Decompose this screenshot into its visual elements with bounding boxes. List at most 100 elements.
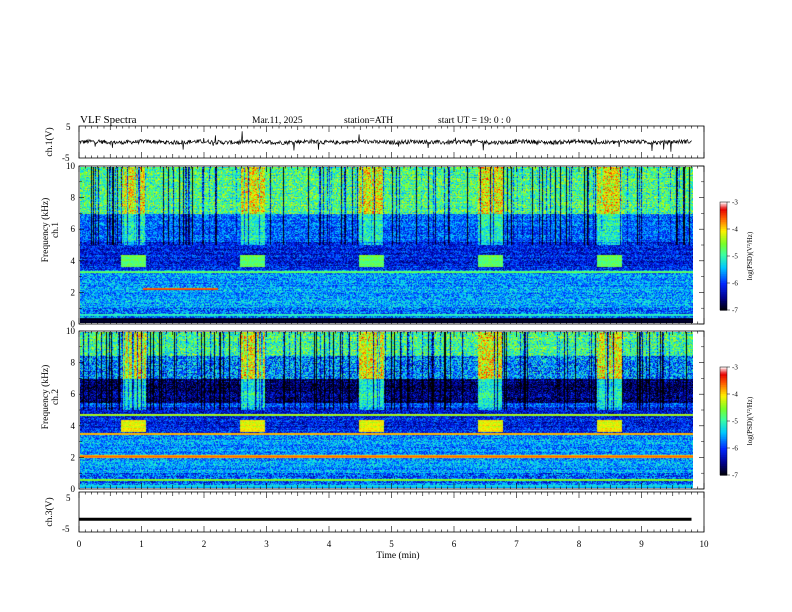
colorbar-band — [720, 379, 727, 382]
colorbar-band — [720, 442, 727, 445]
colorbar-band — [720, 444, 727, 447]
colorbar-band — [720, 205, 727, 208]
ch1-ytick-top: 5 — [66, 122, 71, 132]
colorbar-band — [720, 225, 727, 228]
colorbar-band — [720, 394, 727, 397]
colorbar-band — [720, 265, 727, 268]
colorbar-band — [720, 386, 727, 390]
figure-title: VLF Spectra — [80, 114, 137, 126]
colorbar-band — [720, 440, 727, 444]
colorbar-tick-label: -7 — [732, 472, 738, 480]
y-tick-label: 6 — [71, 224, 76, 234]
colorbar-band — [720, 448, 727, 451]
colorbar-band — [720, 449, 727, 453]
colorbar-band — [720, 301, 727, 304]
colorbar-band — [720, 308, 727, 311]
colorbar-band — [720, 270, 727, 273]
ch3-ytick-bottom: -5 — [62, 524, 70, 534]
colorbar-band — [720, 377, 727, 381]
colorbar-band — [720, 424, 727, 427]
y-tick-label: 10 — [66, 326, 76, 336]
ch3-waveform-panel: 5 -5 ch.3(V) — [44, 491, 705, 534]
colorbar-band — [720, 462, 727, 465]
y-tick-label: 4 — [71, 256, 76, 266]
colorbar-band — [720, 203, 727, 207]
x-tick-label: 2 — [202, 539, 207, 549]
station-label: station=ATH — [344, 116, 393, 126]
colorbar-band — [720, 266, 727, 270]
y-tick-label: 2 — [71, 452, 76, 462]
colorbar-band — [720, 426, 727, 429]
colorbar-band — [720, 248, 727, 252]
x-axis-label: Time (min) — [376, 550, 419, 561]
colorbar-band — [720, 392, 727, 395]
y-tick-label: 4 — [71, 421, 76, 431]
colorbar-band — [720, 252, 727, 255]
ch2-colorbar: -3 -4 -5 -6 -7 log(PSD)(V²/Hz) — [719, 364, 754, 480]
colorbar-band — [720, 292, 727, 295]
colorbar-band — [720, 430, 727, 433]
colorbar-tick-label: -7 — [732, 307, 738, 315]
ch3-ylabel: ch.3(V) — [44, 497, 55, 526]
ch2-spectrogram-panel: 0 2 4 6 8 10 ch.2 Frequency (kHz) — [40, 326, 705, 494]
colorbar-band — [720, 290, 727, 293]
colorbar-band — [720, 234, 727, 237]
colorbar-band — [720, 272, 727, 275]
colorbar-band — [720, 277, 727, 280]
colorbar-band — [720, 218, 727, 221]
colorbar-band — [720, 261, 727, 264]
colorbar-band — [720, 381, 727, 384]
colorbar-band — [720, 220, 727, 223]
colorbar-band — [720, 367, 727, 370]
colorbar-band — [720, 408, 727, 411]
y-tick-label: 0 — [71, 484, 76, 494]
x-tick-label: 3 — [264, 539, 269, 549]
colorbar-band — [720, 211, 727, 214]
colorbar-band — [720, 227, 727, 230]
colorbar-band — [720, 275, 727, 279]
x-tick-label: 7 — [514, 539, 519, 549]
colorbar-band — [720, 236, 727, 239]
ch1-spec-ylabel-freq: Frequency (kHz) — [40, 198, 51, 263]
y-tick-label: 0 — [71, 319, 76, 329]
colorbar-band — [720, 257, 727, 261]
ch1-waveform-panel: 5 -5 ch.1(V) — [44, 122, 705, 163]
x-tick-label: 4 — [327, 539, 332, 549]
ch1-spectrogram-panel: 0 2 4 6 8 10 ch.1 Frequency (kHz) — [40, 161, 705, 329]
colorbar-tick-label: -6 — [732, 280, 738, 288]
colorbar-band — [720, 451, 727, 454]
colorbar-band — [720, 368, 727, 372]
colorbar-band — [720, 374, 727, 377]
colorbar-band — [720, 419, 727, 422]
colorbar-band — [720, 466, 727, 469]
colorbar-band — [720, 256, 727, 259]
colorbar-band — [720, 415, 727, 418]
colorbar-band — [720, 413, 727, 417]
colorbar-band — [720, 230, 727, 234]
colorbar-tick-label: -3 — [732, 364, 738, 372]
ch2-spec-yticks: 0 2 4 6 8 10 — [66, 326, 704, 494]
colorbar-band — [720, 238, 727, 241]
ch1-colorbar: -3 -4 -5 -6 -7 log(PSD)(V²/Hz) — [719, 199, 754, 315]
colorbar-band — [720, 385, 727, 388]
colorbar-band — [720, 428, 727, 431]
colorbar-tick-label: -6 — [732, 445, 738, 453]
ch1-spectrogram-image — [80, 167, 693, 323]
colorbar-tick-label: -3 — [732, 199, 738, 207]
colorbar-band — [720, 458, 727, 462]
colorbar-band — [720, 395, 727, 399]
start-time-label: start UT = 19: 0 : 0 — [438, 116, 511, 126]
colorbar-band — [720, 437, 727, 440]
ch1-ylabel: ch.1(V) — [44, 127, 55, 156]
colorbar-band — [720, 467, 727, 471]
colorbar-band — [720, 376, 727, 379]
colorbar-band — [720, 388, 727, 391]
ch2-spectrogram-image — [80, 332, 693, 488]
colorbar-band — [720, 207, 727, 210]
colorbar-band — [720, 471, 727, 474]
colorbar-band — [720, 304, 727, 307]
colorbar-band — [720, 212, 727, 216]
colorbar-band — [720, 457, 727, 460]
colorbar-band — [720, 223, 727, 226]
colorbar-band — [720, 473, 727, 476]
